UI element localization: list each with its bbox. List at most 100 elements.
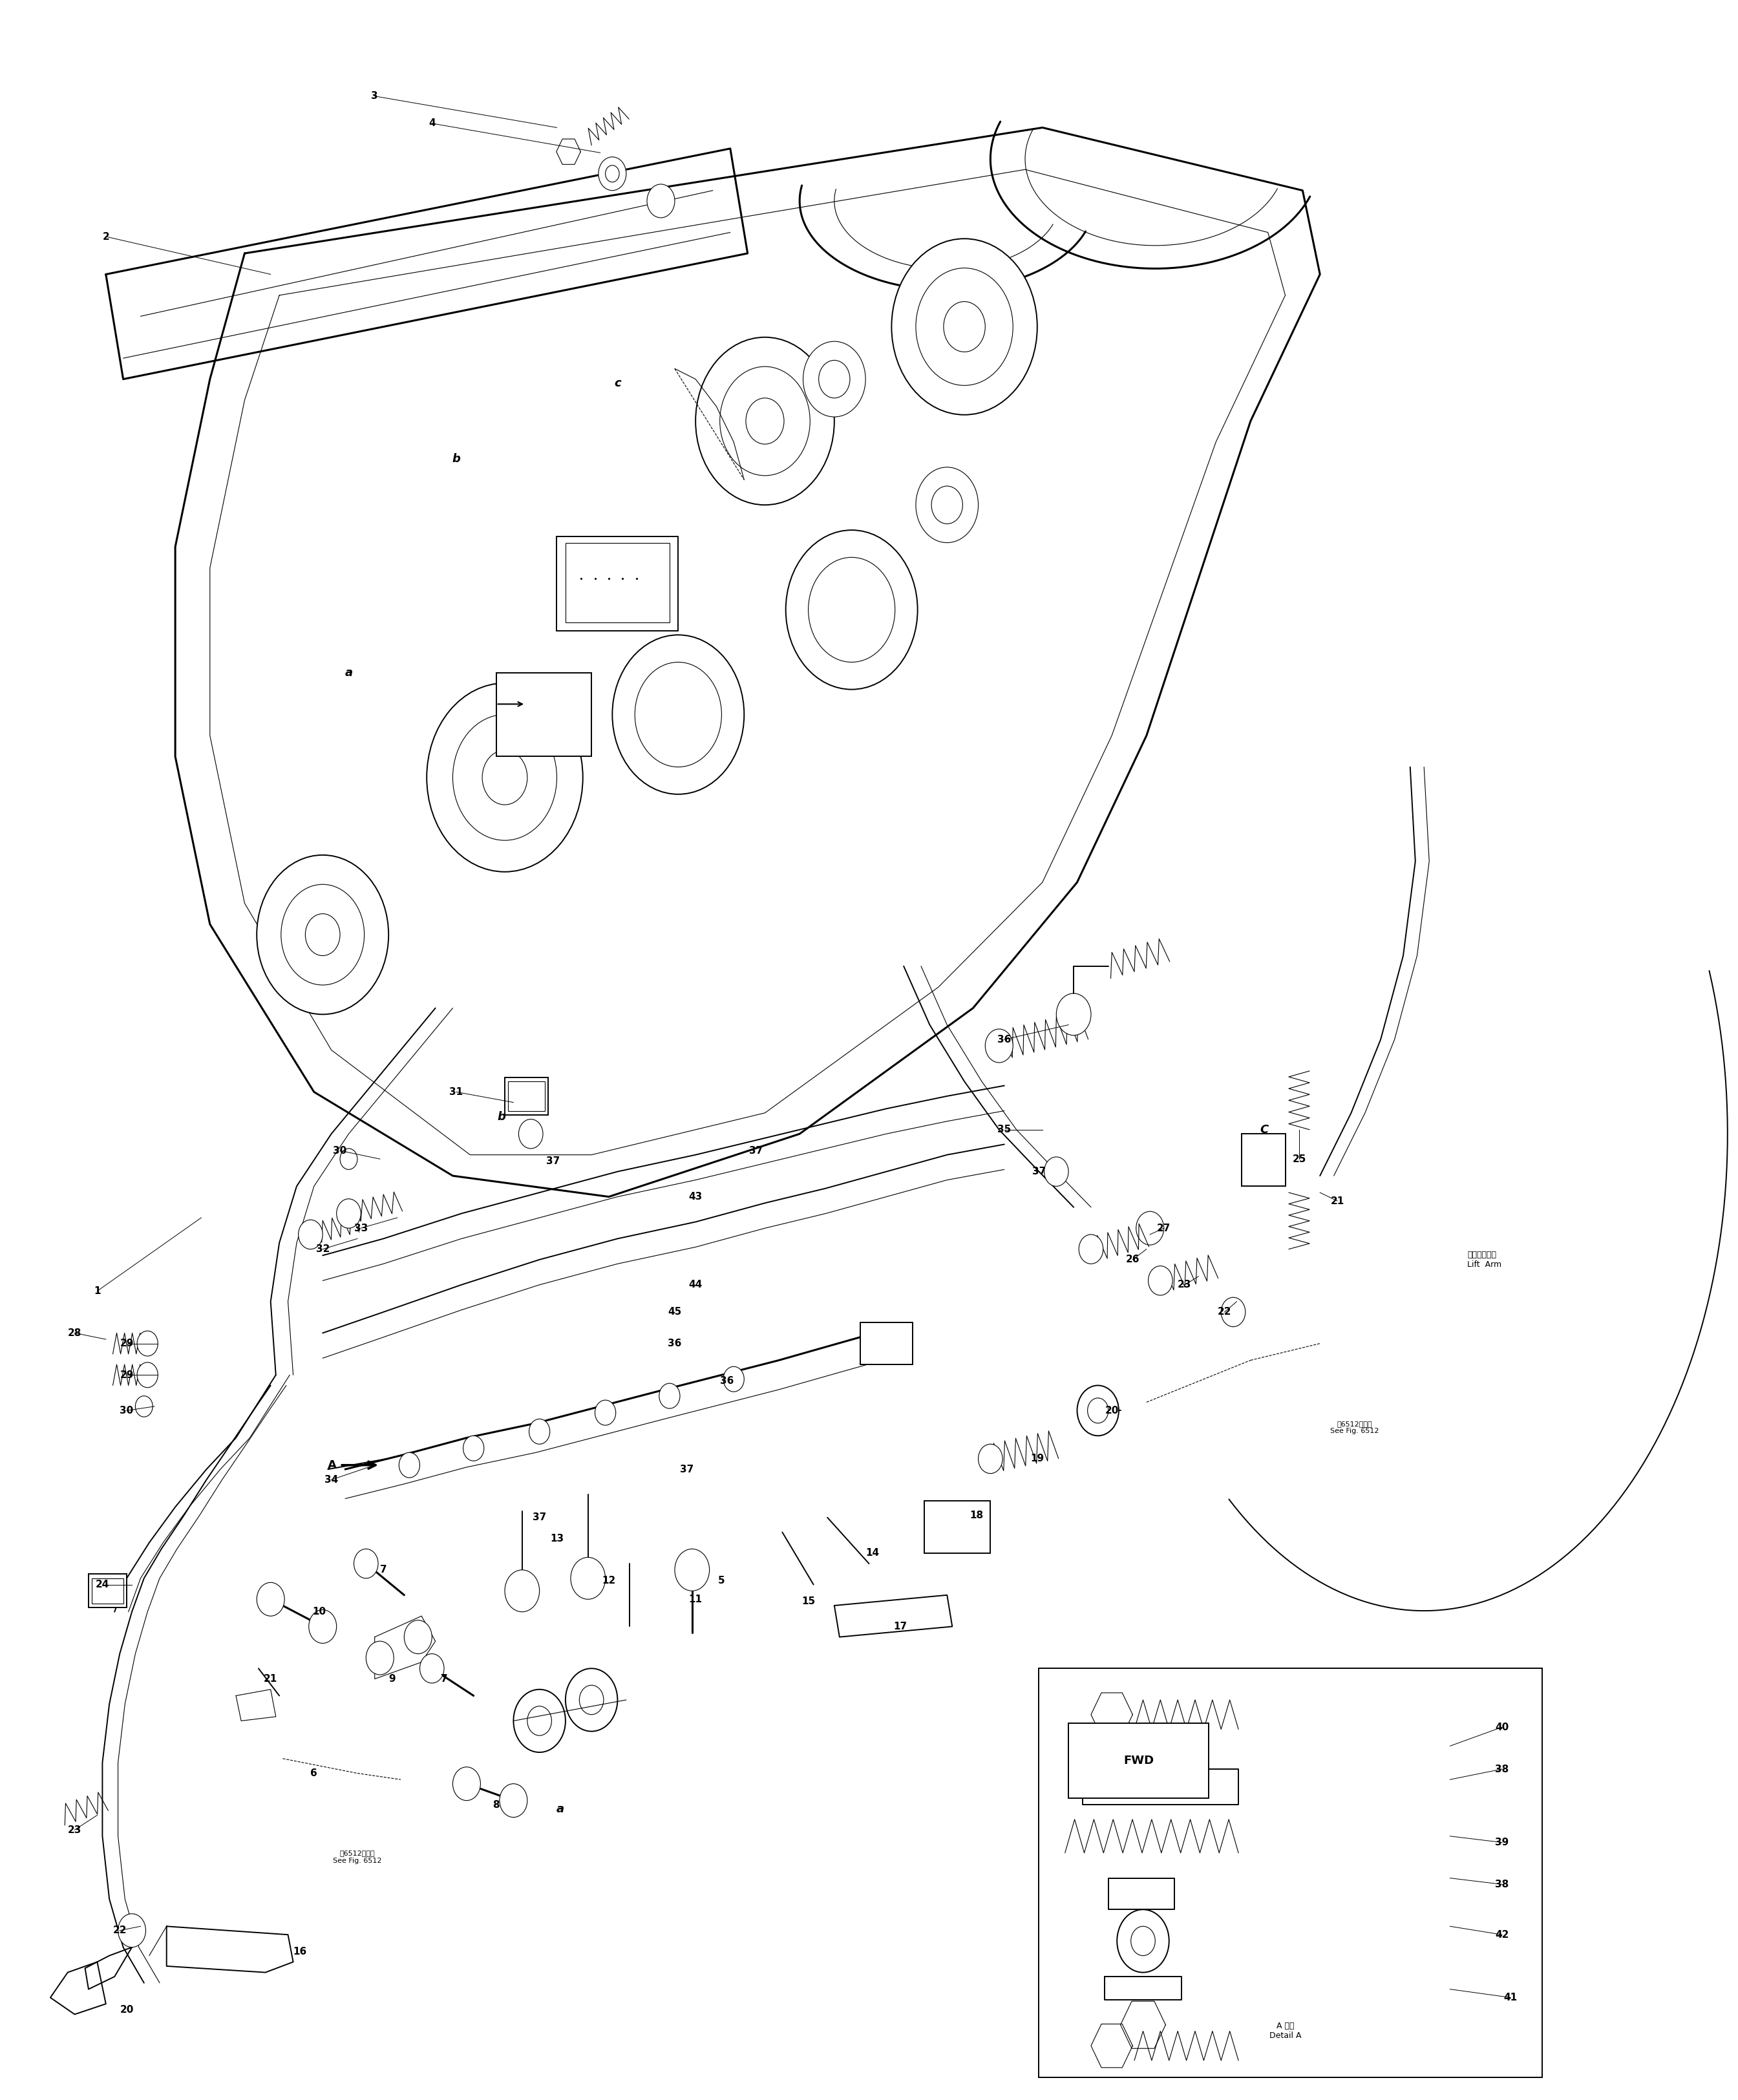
Text: 第6512図参照
See Fig. 6512: 第6512図参照 See Fig. 6512	[334, 1850, 382, 1865]
Polygon shape	[1083, 1768, 1239, 1804]
Circle shape	[405, 1621, 433, 1655]
Circle shape	[570, 1558, 605, 1600]
Text: 29: 29	[120, 1369, 134, 1380]
Circle shape	[518, 1119, 542, 1149]
Circle shape	[605, 166, 619, 183]
Text: 23: 23	[68, 1825, 82, 1835]
Text: c: c	[614, 378, 620, 388]
Text: 2: 2	[103, 231, 109, 242]
Text: 7: 7	[381, 1565, 388, 1575]
Text: 40: 40	[1495, 1722, 1509, 1732]
Text: 13: 13	[549, 1533, 563, 1544]
Circle shape	[916, 466, 978, 542]
Circle shape	[337, 1199, 362, 1228]
Polygon shape	[556, 139, 580, 164]
Circle shape	[1118, 1909, 1170, 1972]
Text: 22: 22	[1218, 1306, 1232, 1317]
Text: 17: 17	[893, 1621, 907, 1632]
Text: 41: 41	[1503, 1993, 1517, 2003]
Text: 26: 26	[1126, 1256, 1140, 1264]
Polygon shape	[1121, 2001, 1166, 2048]
Circle shape	[1222, 1298, 1246, 1327]
Circle shape	[257, 855, 389, 1014]
Bar	[89, 1575, 127, 1609]
Circle shape	[137, 1331, 158, 1357]
FancyBboxPatch shape	[1069, 1722, 1210, 1798]
Polygon shape	[1091, 1693, 1133, 1737]
Text: 19: 19	[1031, 1453, 1045, 1464]
Text: 11: 11	[688, 1594, 702, 1604]
Text: 8: 8	[492, 1800, 499, 1810]
Circle shape	[1079, 1235, 1104, 1264]
Circle shape	[612, 634, 744, 794]
Text: 32: 32	[316, 1245, 330, 1254]
Text: 第6512図参照
See Fig. 6512: 第6512図参照 See Fig. 6512	[1330, 1420, 1378, 1434]
Text: 7: 7	[441, 1674, 447, 1684]
Circle shape	[400, 1453, 421, 1478]
Polygon shape	[50, 1961, 106, 2014]
Text: 37: 37	[680, 1464, 693, 1474]
Text: 36: 36	[667, 1338, 681, 1348]
Circle shape	[257, 1583, 285, 1617]
Polygon shape	[106, 149, 747, 380]
Text: 6: 6	[311, 1768, 318, 1779]
Text: 21: 21	[1330, 1197, 1343, 1205]
Circle shape	[428, 682, 582, 871]
Text: 35: 35	[998, 1126, 1012, 1134]
Text: 43: 43	[688, 1193, 702, 1201]
Text: b: b	[452, 454, 461, 464]
Circle shape	[594, 1401, 615, 1426]
Text: 38: 38	[1495, 1764, 1509, 1774]
Bar	[556, 536, 678, 630]
Text: 34: 34	[325, 1474, 339, 1485]
Text: 20: 20	[120, 2006, 134, 2016]
Polygon shape	[375, 1617, 436, 1678]
Circle shape	[978, 1445, 1003, 1474]
Text: C: C	[1260, 1124, 1269, 1136]
Circle shape	[452, 1766, 480, 1800]
Text: 38: 38	[1495, 1880, 1509, 1890]
Text: 16: 16	[294, 1947, 308, 1957]
Circle shape	[723, 1367, 744, 1392]
Polygon shape	[176, 128, 1319, 1197]
Text: 21: 21	[264, 1674, 278, 1684]
Circle shape	[341, 1149, 358, 1170]
Text: 20: 20	[1105, 1405, 1119, 1415]
Text: 42: 42	[1495, 1930, 1509, 1940]
Text: 27: 27	[1158, 1224, 1171, 1233]
Text: a: a	[344, 668, 353, 678]
Text: 15: 15	[801, 1596, 815, 1607]
Text: 12: 12	[601, 1575, 615, 1586]
Circle shape	[355, 1550, 379, 1579]
Polygon shape	[85, 1947, 132, 1989]
Polygon shape	[1105, 1976, 1182, 1999]
Text: 37: 37	[749, 1147, 763, 1155]
Text: 10: 10	[313, 1607, 327, 1617]
Text: 44: 44	[688, 1281, 702, 1289]
Text: 37: 37	[546, 1157, 560, 1166]
Text: 37: 37	[532, 1512, 546, 1522]
Text: 31: 31	[450, 1088, 462, 1096]
Text: 24: 24	[96, 1579, 109, 1590]
Circle shape	[892, 239, 1038, 416]
Text: 1: 1	[94, 1285, 101, 1296]
Bar	[1243, 1134, 1286, 1186]
Text: 29: 29	[120, 1338, 134, 1348]
Circle shape	[803, 342, 866, 418]
Circle shape	[1078, 1386, 1119, 1436]
Circle shape	[695, 338, 834, 504]
Text: 25: 25	[1293, 1155, 1305, 1163]
Circle shape	[1149, 1266, 1173, 1296]
Circle shape	[527, 1705, 551, 1735]
Polygon shape	[167, 1926, 294, 1972]
Polygon shape	[1109, 1877, 1175, 1909]
Circle shape	[309, 1611, 337, 1644]
Circle shape	[299, 1220, 323, 1250]
Bar	[925, 1502, 991, 1554]
Circle shape	[504, 1571, 539, 1613]
Circle shape	[421, 1655, 445, 1682]
Circle shape	[1057, 993, 1091, 1035]
Bar	[860, 1323, 912, 1365]
Text: a: a	[556, 1804, 565, 1814]
Text: 22: 22	[113, 1926, 127, 1936]
